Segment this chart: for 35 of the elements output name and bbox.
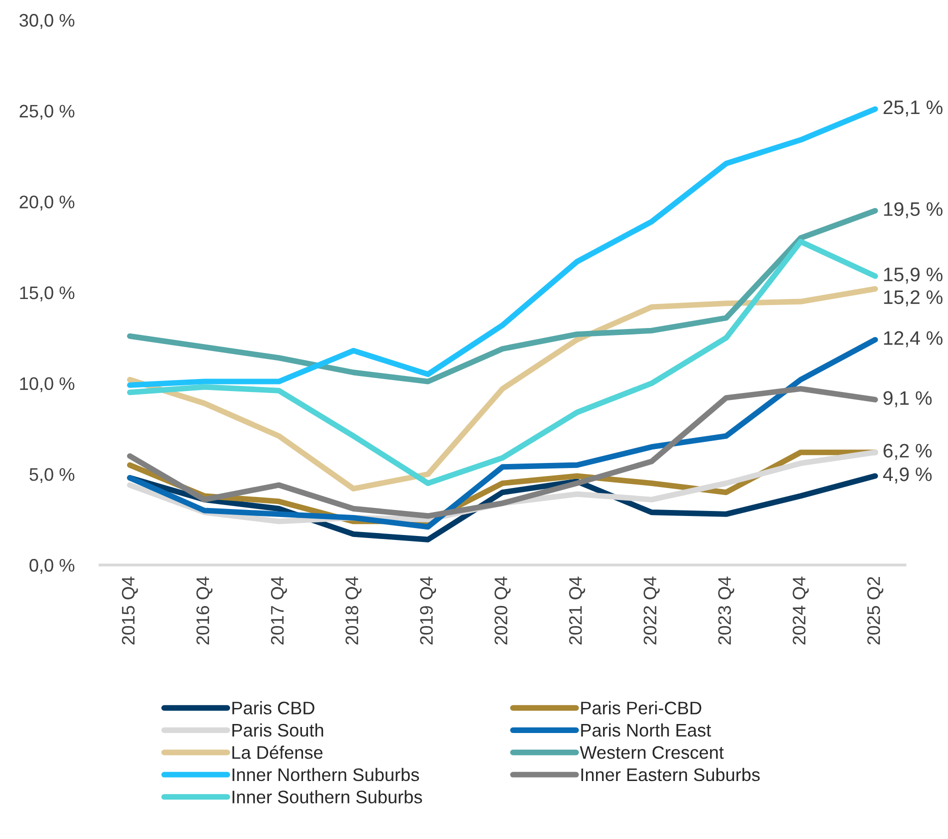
data-label: 25,1 %	[884, 100, 942, 117]
x-tick-label: 2025 Q2	[867, 577, 884, 644]
legend-label: Paris North East	[581, 723, 712, 737]
x-tick-label: 2016 Q4	[196, 576, 212, 644]
legend-label: Inner Southern Suburbs	[232, 790, 422, 804]
legend-label: Inner Northern Suburbs	[232, 768, 419, 782]
y-tick-label: 20,0 %	[20, 196, 74, 211]
y-tick-label: 15,0 %	[20, 286, 74, 302]
data-label: 15,9 %	[884, 268, 942, 284]
x-tick-label: 2018 Q4	[345, 576, 362, 644]
legend-label: Paris South	[232, 723, 324, 737]
y-tick-label: 10,0 %	[20, 377, 74, 392]
x-tick-label: 2015 Q4	[122, 576, 138, 644]
x-tick-label: 2019 Q4	[420, 576, 436, 644]
x-tick-label: 2021 Q4	[569, 576, 586, 644]
data-label: 15,2 %	[884, 290, 942, 306]
x-tick-label: 2017 Q4	[270, 576, 287, 644]
data-label: 6,2 %	[884, 444, 932, 460]
legend-label: Paris Peri-CBD	[581, 701, 702, 714]
data-label: 19,5 %	[884, 202, 942, 218]
data-label: 12,4 %	[884, 331, 942, 348]
y-tick-label: 5,0 %	[30, 468, 74, 484]
legend-label: Inner Eastern Suburbs	[581, 768, 760, 782]
y-tick-label: 0,0 %	[30, 558, 74, 574]
legend-label: Paris CBD	[232, 701, 314, 714]
x-tick-label: 2020 Q4	[494, 576, 511, 644]
legend-label: Western Crescent	[580, 746, 724, 759]
x-tick-label: 2022 Q4	[644, 576, 660, 644]
legend-label: La Défense	[232, 745, 322, 759]
data-label: 4,9 %	[883, 467, 932, 484]
x-tick-label: 2023 Q4	[718, 576, 734, 644]
y-tick-label: 30,0 %	[19, 14, 74, 29]
x-tick-label: 2024 Q4	[792, 576, 809, 644]
data-label: 9,1 %	[884, 391, 932, 408]
y-tick-label: 25,0 %	[20, 104, 74, 120]
